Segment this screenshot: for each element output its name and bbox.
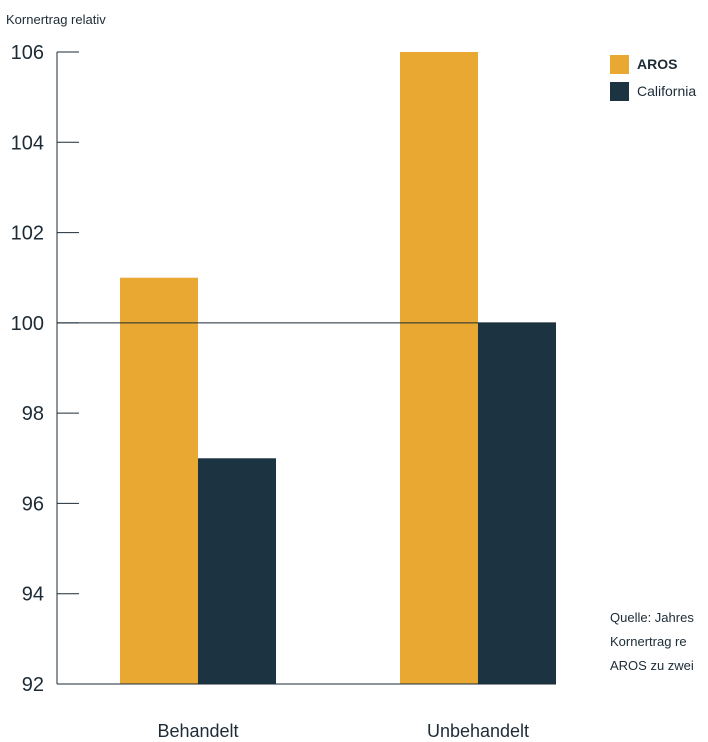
bar-aros-unbehandelt bbox=[400, 52, 478, 684]
legend-label-california: California bbox=[637, 83, 697, 99]
legend-item-aros: AROS bbox=[610, 54, 696, 74]
x-tick-label: Unbehandelt bbox=[427, 721, 529, 741]
source-note: Quelle: Jahres Kornertrag re AROS zu zwe… bbox=[610, 606, 708, 678]
y-tick-label: 98 bbox=[22, 403, 44, 425]
legend-swatch-california bbox=[610, 81, 629, 101]
legend-item-california: California bbox=[610, 81, 696, 101]
source-line: Kornertrag re bbox=[610, 634, 687, 649]
y-tick-label: 104 bbox=[11, 132, 44, 154]
source-line: AROS zu zwei bbox=[610, 658, 694, 673]
y-tick-label: 92 bbox=[22, 674, 44, 696]
y-tick-label: 96 bbox=[22, 493, 44, 515]
y-tick-label: 102 bbox=[11, 223, 44, 245]
legend-swatch-aros bbox=[610, 54, 629, 74]
x-tick-label: Behandelt bbox=[157, 721, 238, 741]
bar-california-unbehandelt bbox=[478, 322, 556, 684]
y-tick-label: 94 bbox=[22, 584, 44, 606]
y-axis-label: Kornertrag relativ bbox=[6, 12, 106, 27]
bar-aros-behandelt bbox=[120, 277, 198, 684]
source-line: Quelle: Jahres bbox=[610, 610, 694, 625]
y-tick-label: 106 bbox=[11, 42, 44, 64]
legend: AROS California bbox=[610, 54, 696, 108]
legend-label-aros: AROS bbox=[637, 56, 678, 72]
y-tick-label: 100 bbox=[11, 313, 44, 335]
bar-california-behandelt bbox=[198, 458, 276, 684]
